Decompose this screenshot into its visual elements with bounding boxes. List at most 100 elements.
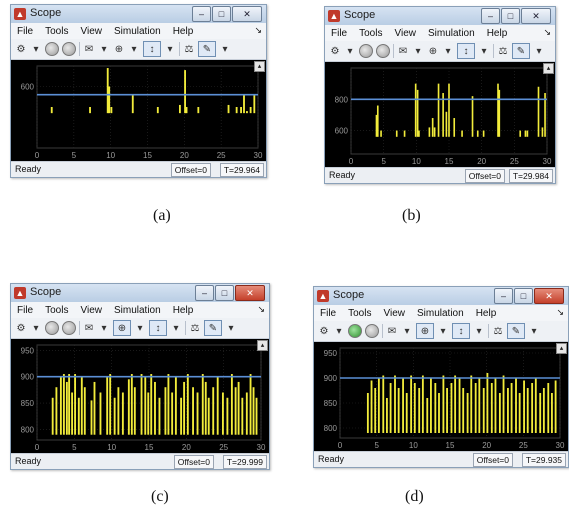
style-icon[interactable]: ⚖	[498, 45, 508, 57]
maximize-icon[interactable]: □	[514, 288, 533, 304]
menu-item-view[interactable]: View	[394, 27, 416, 39]
menu-item-help[interactable]: Help	[486, 27, 508, 39]
dropdown-arrow-icon[interactable]: ▾	[347, 45, 353, 57]
window-title-bar[interactable]: ▲ Scope ‒ □ ✕	[314, 287, 568, 305]
menu-item-file[interactable]: File	[331, 27, 348, 39]
dropdown-arrow-icon[interactable]: ▾	[476, 325, 482, 337]
minimize-icon[interactable]: ‒	[195, 285, 214, 301]
parameters-gear-icon[interactable]: ⚙	[16, 322, 26, 334]
maximize-icon[interactable]: □	[215, 285, 234, 301]
run-icon[interactable]	[45, 321, 59, 335]
close-icon[interactable]: ✕	[235, 285, 265, 301]
menu-item-help[interactable]: Help	[172, 25, 194, 37]
menu-item-tools[interactable]: Tools	[45, 25, 69, 37]
autoscale-icon[interactable]: ↕	[149, 320, 167, 336]
zoom-icon[interactable]: ⊕	[113, 320, 131, 336]
close-icon[interactable]: ✕	[534, 288, 564, 304]
run-icon[interactable]	[45, 42, 59, 56]
zoom-icon[interactable]: ⊕	[428, 45, 438, 57]
menu-item-simulation[interactable]: Simulation	[113, 304, 161, 316]
scope-plot-area[interactable]: ▴ 0 5 10 15 20 25 30 600	[11, 60, 266, 162]
highlight-icon[interactable]: ✉	[84, 43, 94, 55]
dropdown-arrow-icon[interactable]: ▾	[440, 325, 446, 337]
window-title-bar[interactable]: ▲ Scope ‒ □ ✕	[11, 5, 266, 23]
dropdown-arrow-icon[interactable]: ▾	[481, 45, 487, 57]
maximize-icon[interactable]: □	[212, 6, 231, 22]
dropdown-arrow-icon[interactable]: ▾	[131, 43, 137, 55]
dropdown-arrow-icon[interactable]: ▾	[445, 45, 451, 57]
maximize-icon[interactable]: □	[501, 8, 520, 24]
dock-arrow-icon[interactable]: ↘	[257, 304, 265, 314]
zoom-icon[interactable]: ⊕	[114, 43, 124, 55]
menu-item-view[interactable]: View	[80, 25, 102, 37]
edit-icon[interactable]: ✎	[198, 41, 216, 57]
stop-icon[interactable]	[365, 324, 379, 338]
edit-icon[interactable]: ✎	[512, 43, 530, 59]
dropdown-arrow-icon[interactable]: ▾	[173, 322, 179, 334]
dropdown-arrow-icon[interactable]: ▾	[101, 322, 107, 334]
scope-plot-area[interactable]: ▴ 0 5 10 15 20 25 30 950 900 850 800	[314, 342, 568, 452]
menu-item-view[interactable]: View	[80, 304, 102, 316]
stop-icon[interactable]	[376, 44, 390, 58]
menu-item-file[interactable]: File	[17, 25, 34, 37]
stop-icon[interactable]	[62, 42, 76, 56]
menu-item-file[interactable]: File	[17, 304, 34, 316]
dock-arrow-icon[interactable]: ↘	[556, 307, 564, 317]
menu-item-tools[interactable]: Tools	[359, 27, 383, 39]
dropdown-arrow-icon[interactable]: ▾	[167, 43, 173, 55]
run-icon[interactable]	[348, 324, 362, 338]
style-icon[interactable]: ⚖	[184, 43, 194, 55]
menu-item-view[interactable]: View	[383, 307, 405, 319]
highlight-icon[interactable]: ✉	[398, 45, 408, 57]
menu-item-help[interactable]: Help	[172, 304, 194, 316]
menu-item-help[interactable]: Help	[475, 307, 497, 319]
stop-icon[interactable]	[62, 321, 76, 335]
minimize-icon[interactable]: ‒	[481, 8, 500, 24]
minimize-icon[interactable]: ‒	[192, 6, 211, 22]
menu-item-simulation[interactable]: Simulation	[427, 27, 475, 39]
dropdown-arrow-icon[interactable]: ▾	[404, 325, 410, 337]
menu-item-file[interactable]: File	[320, 307, 337, 319]
dropdown-arrow-icon[interactable]: ▾	[228, 322, 234, 334]
dropdown-arrow-icon[interactable]: ▾	[531, 325, 537, 337]
dropdown-arrow-icon[interactable]: ▾	[33, 322, 39, 334]
run-icon[interactable]	[359, 44, 373, 58]
dock-arrow-icon[interactable]: ↘	[254, 25, 262, 35]
style-icon[interactable]: ⚖	[190, 322, 200, 334]
parameters-gear-icon[interactable]: ⚙	[16, 43, 26, 55]
highlight-icon[interactable]: ✉	[387, 325, 397, 337]
menu-item-simulation[interactable]: Simulation	[113, 25, 161, 37]
edit-icon[interactable]: ✎	[507, 323, 525, 339]
window-title-bar[interactable]: ▲ Scope ‒ □ ✕	[325, 7, 555, 25]
menu-item-tools[interactable]: Tools	[348, 307, 372, 319]
parameters-gear-icon[interactable]: ⚙	[319, 325, 329, 337]
dropdown-arrow-icon[interactable]: ▾	[415, 45, 421, 57]
expand-icon[interactable]: ▴	[254, 61, 265, 72]
edit-icon[interactable]: ✎	[204, 320, 222, 336]
style-icon[interactable]: ⚖	[493, 325, 503, 337]
expand-icon[interactable]: ▴	[257, 340, 268, 351]
autoscale-icon[interactable]: ↕	[457, 43, 475, 59]
dropdown-arrow-icon[interactable]: ▾	[33, 43, 39, 55]
zoom-icon[interactable]: ⊕	[416, 323, 434, 339]
parameters-gear-icon[interactable]: ⚙	[330, 45, 340, 57]
expand-icon[interactable]: ▴	[556, 343, 567, 354]
scope-plot-area[interactable]: ▴ 0 5 10 15 20 25 30 800 600	[325, 62, 555, 168]
highlight-icon[interactable]: ✉	[84, 322, 94, 334]
dropdown-arrow-icon[interactable]: ▾	[336, 325, 342, 337]
autoscale-icon[interactable]: ↕	[452, 323, 470, 339]
autoscale-icon[interactable]: ↕	[143, 41, 161, 57]
dropdown-arrow-icon[interactable]: ▾	[536, 45, 542, 57]
minimize-icon[interactable]: ‒	[494, 288, 513, 304]
window-title-bar[interactable]: ▲ Scope ‒ □ ✕	[11, 284, 269, 302]
dropdown-arrow-icon[interactable]: ▾	[101, 43, 107, 55]
dock-arrow-icon[interactable]: ↘	[543, 27, 551, 37]
dropdown-arrow-icon[interactable]: ▾	[222, 43, 228, 55]
dropdown-arrow-icon[interactable]: ▾	[137, 322, 143, 334]
scope-plot-area[interactable]: ▴ 0 5 10 15 20 25 30 950 900 850 800	[11, 339, 269, 454]
close-icon[interactable]: ✕	[521, 8, 551, 24]
close-icon[interactable]: ✕	[232, 6, 262, 22]
expand-icon[interactable]: ▴	[543, 63, 554, 74]
menu-item-tools[interactable]: Tools	[45, 304, 69, 316]
menu-item-simulation[interactable]: Simulation	[416, 307, 464, 319]
